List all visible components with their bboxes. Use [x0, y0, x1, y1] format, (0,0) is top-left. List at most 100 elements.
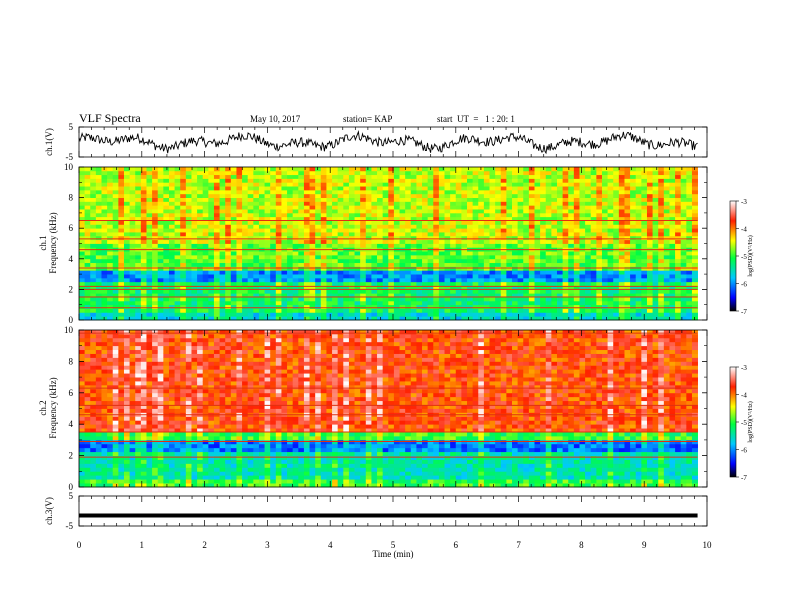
spectrogram-cell — [320, 243, 327, 248]
spectrogram-cell — [129, 463, 136, 468]
spectrogram-cell — [118, 337, 125, 343]
spectrogram-cell — [556, 293, 564, 298]
spectrogram-cell — [489, 205, 496, 210]
spectrogram-cell — [691, 312, 698, 317]
spectrogram-cell — [343, 197, 350, 202]
spectrogram-cell — [410, 239, 417, 244]
spectrogram-cell — [495, 308, 502, 313]
spectrogram-cell — [416, 243, 423, 248]
spectrogram-cell — [123, 459, 131, 464]
spectrogram-cell — [680, 304, 687, 309]
spectrogram-cell — [478, 266, 485, 271]
spectrogram-cell — [573, 270, 580, 275]
spectrogram-cell — [129, 400, 136, 405]
spectrogram-cell — [371, 182, 378, 187]
spectrogram-cell — [242, 209, 249, 214]
spectrogram-cell — [101, 170, 108, 176]
spectrogram-cell — [180, 285, 187, 290]
spectrogram-cell — [613, 243, 620, 248]
ch1-waveform-ylabel: ch.1(V) — [44, 128, 54, 156]
spectrogram-cell — [258, 205, 265, 210]
spectrogram-cell — [393, 312, 400, 317]
spectrogram-cell — [236, 209, 243, 214]
spectrogram-cell — [365, 201, 372, 206]
spectrogram-cell — [517, 304, 524, 309]
spectrogram-cell — [292, 186, 299, 191]
spectrogram-cell — [101, 435, 108, 441]
spectrogram-cell — [79, 361, 86, 366]
spectrogram-cell — [152, 262, 159, 267]
spectrogram-cell — [135, 377, 142, 382]
spectrogram-cell — [658, 293, 665, 298]
spectrogram-cell — [84, 420, 91, 425]
spectrogram-cell — [433, 312, 440, 317]
spectrogram-cell — [146, 369, 153, 374]
spectrogram-cell — [135, 220, 142, 225]
spectrogram-cell — [467, 167, 474, 172]
spectrogram-cell — [146, 281, 153, 286]
spectrogram-cell — [309, 297, 316, 302]
spectrogram-cell — [208, 174, 215, 179]
spectrogram-cell — [410, 201, 417, 206]
spectrogram-cell — [393, 205, 400, 210]
spectrogram-cell — [95, 285, 102, 290]
spectrogram-cell — [348, 243, 355, 248]
spectrogram-cell — [393, 189, 400, 195]
spectrogram-cell — [236, 224, 243, 229]
spectrogram-cell — [230, 262, 237, 267]
spectrogram-cell — [545, 316, 552, 321]
spectrogram-cell — [652, 274, 659, 279]
spectrogram-cell — [573, 312, 580, 317]
spectrogram-cell — [298, 285, 305, 290]
spectrogram-cell — [180, 174, 187, 179]
spectrogram-cell — [348, 262, 355, 267]
spectrogram-cell — [157, 289, 164, 294]
spectrogram-cell — [230, 189, 237, 195]
spectrogram-cell — [483, 170, 490, 176]
spectrogram-cell — [607, 193, 614, 199]
spectrogram-cell — [472, 167, 479, 172]
spectrogram-cell — [84, 459, 91, 464]
spectrogram-cell — [455, 193, 462, 199]
spectrogram-cell — [500, 220, 507, 225]
spectrogram-cell — [152, 212, 159, 218]
spectrogram-cell — [416, 170, 423, 176]
spectrogram-cell — [444, 270, 451, 275]
spectrogram-cell — [90, 404, 97, 409]
spectrogram-cell — [523, 277, 530, 283]
spectrogram-cell — [393, 281, 400, 286]
spectrogram-cell — [613, 289, 620, 294]
spectrogram-cell — [630, 212, 637, 218]
spectrogram-cell — [152, 266, 159, 271]
spectrogram-cell — [90, 300, 97, 306]
spectrogram-cell — [371, 297, 378, 302]
spectrogram-cell — [135, 243, 142, 248]
spectrogram-cell — [534, 167, 541, 172]
spectrogram-cell — [573, 193, 580, 199]
spectrogram-cell — [517, 270, 524, 275]
spectrogram-cell — [174, 281, 181, 286]
spectrogram-cell — [624, 285, 631, 290]
spectrogram-cell — [467, 270, 474, 275]
spectrogram-cell — [135, 381, 142, 386]
spectrogram-cell — [135, 384, 142, 390]
spectrogram-cell — [140, 182, 147, 187]
spectrogram-cell — [112, 341, 119, 347]
spectrogram-cell — [298, 212, 305, 218]
spectrogram-cell — [438, 258, 445, 264]
spectrogram-cell — [146, 420, 153, 425]
spectrogram-cell — [534, 316, 541, 321]
spectrogram-cell — [225, 293, 232, 298]
spectrogram-cell — [258, 297, 265, 302]
spectrogram-cell — [512, 228, 519, 233]
spectrogram-cell — [523, 312, 530, 317]
spectrogram-cell — [377, 178, 384, 183]
spectrogram-cell — [236, 197, 243, 202]
spectrogram-cell — [135, 357, 142, 362]
spectrogram-cell — [624, 270, 631, 275]
spectrogram-cell — [123, 274, 131, 279]
spectrogram-cell — [129, 300, 136, 306]
spectrogram-cell — [483, 232, 490, 237]
figure-title: VLF Spectra — [79, 111, 141, 125]
spectrogram-cell — [79, 479, 86, 484]
